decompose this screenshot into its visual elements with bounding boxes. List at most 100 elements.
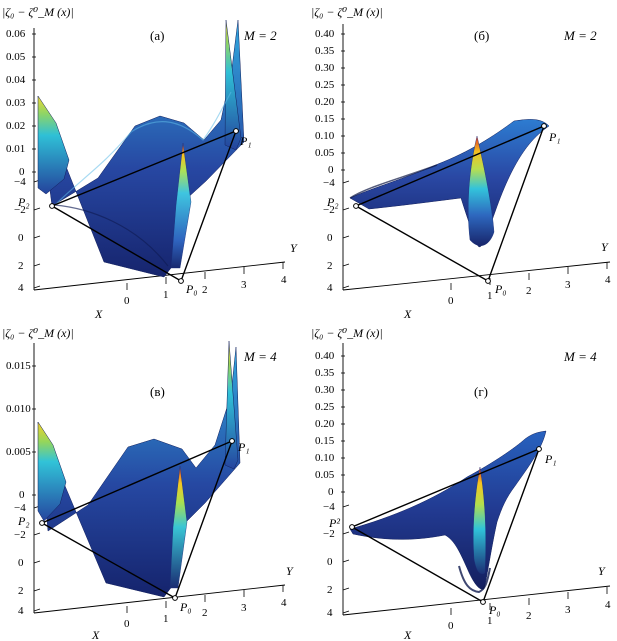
triangle xyxy=(350,447,541,604)
surface-right-peak xyxy=(224,340,239,470)
point-label-p0: P₀ xyxy=(185,282,198,296)
surface-center-peak xyxy=(468,135,495,246)
panel-c-surface-plot: |ζ₀ − ζ⁰_M (x)| (в) M = 4 0 0.005 0.010 … xyxy=(2,326,294,641)
point-label-p1: P₁ xyxy=(239,134,252,148)
point-p2-marker xyxy=(353,203,359,209)
x-tick-2: 0 xyxy=(327,556,333,568)
z-tick-1: 0.005 xyxy=(6,446,31,458)
z-axis-label: |ζ₀ − ζ⁰_M (x)| xyxy=(311,326,383,340)
panel-d-surface-plot: |ζ₀ − ζ⁰_M (x)| (г) M = 4 0 0.05 0.10 0.… xyxy=(311,326,611,641)
point-label-p2: P² xyxy=(328,516,340,530)
panel-label: (б) xyxy=(474,28,489,43)
y-tick-4: 4 xyxy=(605,599,611,611)
z-tick-0: 0 xyxy=(19,489,25,501)
y-tick-3: 3 xyxy=(241,279,247,291)
z-tick-5: 0.25 xyxy=(315,401,335,413)
base-ticks xyxy=(33,505,284,613)
surface-center-peak xyxy=(169,465,188,589)
y-tick-1: 1 xyxy=(163,613,169,625)
triangle xyxy=(50,129,238,283)
surface-center-peak xyxy=(170,142,192,269)
surface-left-peak xyxy=(37,421,67,522)
y-axis-line xyxy=(342,585,611,616)
z-tick-2: 0.02 xyxy=(6,120,25,132)
point-p0-marker xyxy=(172,595,178,601)
point-p0-marker xyxy=(480,599,486,605)
z-tick-0: 0 xyxy=(328,164,334,176)
point-p1-marker xyxy=(536,446,542,452)
surface-center-peak xyxy=(473,466,486,574)
y-axis-line xyxy=(33,584,286,614)
point-p1-marker xyxy=(233,128,239,134)
y-tick-3: 3 xyxy=(565,604,571,616)
x-tick-4: 4 xyxy=(18,605,24,617)
y-tick-2: 2 xyxy=(526,610,532,622)
point-label-p1: P₁ xyxy=(237,440,250,454)
x-axis-title: X xyxy=(94,307,103,320)
z-tick-4: 0.04 xyxy=(6,74,26,86)
z-tick-3: 0.15 xyxy=(315,113,335,125)
m-label: M = 2 xyxy=(243,28,277,43)
panel-d: |ζ₀ − ζ⁰_M (x)| (г) M = 4 0 0.05 0.10 0.… xyxy=(309,321,617,641)
y-tick-3: 3 xyxy=(241,602,247,614)
y-axis-title: Y xyxy=(598,564,606,578)
z-tick-6: 0.06 xyxy=(6,28,26,40)
z-tick-3: 0.03 xyxy=(6,97,26,109)
x-tick-0: −4 xyxy=(14,176,26,188)
x-tick-3: 2 xyxy=(327,584,333,596)
y-tick-0: 0 xyxy=(124,295,130,307)
z-tick-1: 0.01 xyxy=(6,143,25,155)
point-label-p0: P₀ xyxy=(488,603,501,617)
z-tick-8: 0.40 xyxy=(315,350,335,362)
y-axis-title: Y xyxy=(286,564,294,578)
z-tick-8: 0.40 xyxy=(315,28,335,40)
surface-fill xyxy=(349,430,547,590)
x-axis-title: X xyxy=(403,628,412,641)
x-tick-3: 2 xyxy=(18,585,24,597)
z-tick-2: 0.10 xyxy=(315,130,335,142)
z-tick-1: 0.05 xyxy=(315,147,335,159)
panel-label: (а) xyxy=(150,28,164,43)
point-label-p1: P₁ xyxy=(544,452,557,466)
x-tick-1: −2 xyxy=(323,528,335,540)
y-tick-4: 4 xyxy=(281,274,287,286)
y-tick-0: 0 xyxy=(448,295,454,307)
z-tick-7: 0.35 xyxy=(315,367,335,379)
z-axis-ticks xyxy=(32,33,36,173)
m-label: M = 4 xyxy=(243,349,277,364)
x-tick-2: 0 xyxy=(18,232,24,244)
y-tick-2: 2 xyxy=(202,607,208,619)
y-tick-2: 2 xyxy=(526,285,532,297)
x-tick-0: −4 xyxy=(14,502,26,514)
y-tick-1: 1 xyxy=(163,289,169,301)
x-axis-title: X xyxy=(91,628,100,641)
z-tick-3: 0.015 xyxy=(6,360,31,372)
panel-c: |ζ₀ − ζ⁰_M (x)| (в) M = 4 0 0.005 0.010 … xyxy=(0,321,308,641)
y-axis-title: Y xyxy=(601,240,609,254)
z-tick-5: 0.05 xyxy=(6,51,26,63)
surface-fill xyxy=(349,119,550,247)
y-tick-1: 1 xyxy=(487,290,493,302)
surface-valley xyxy=(458,565,491,594)
z-tick-6: 0.30 xyxy=(315,384,335,396)
point-label-p2: P₂ xyxy=(17,195,30,209)
panel-a: |ζ₀ − ζ⁰_M (x)| (а) M = 2 0 0.01 0.02 0.… xyxy=(0,0,308,320)
panel-a-surface-plot: |ζ₀ − ζ⁰_M (x)| (а) M = 2 0 0.01 0.02 0.… xyxy=(2,5,298,320)
point-label-p0: P₀ xyxy=(179,600,192,614)
base-ticks xyxy=(33,179,284,290)
x-tick-0: −4 xyxy=(323,501,335,513)
point-p0-marker xyxy=(485,278,491,284)
x-tick-1: −2 xyxy=(14,204,26,216)
panel-label: (г) xyxy=(474,384,488,399)
z-tick-0: 0 xyxy=(19,166,25,178)
z-axis-label: |ζ₀ − ζ⁰_M (x)| xyxy=(311,5,383,19)
z-tick-0: 0 xyxy=(328,486,334,498)
y-tick-0: 0 xyxy=(448,620,454,632)
base-ticks xyxy=(342,504,608,615)
z-tick-2: 0.10 xyxy=(315,452,335,464)
z-tick-4: 0.20 xyxy=(315,96,335,108)
y-axis-title: Y xyxy=(290,241,298,255)
point-label-p1: P₁ xyxy=(548,130,561,144)
z-axis-label: |ζ₀ − ζ⁰_M (x)| xyxy=(2,5,74,19)
y-tick-4: 4 xyxy=(605,274,611,286)
